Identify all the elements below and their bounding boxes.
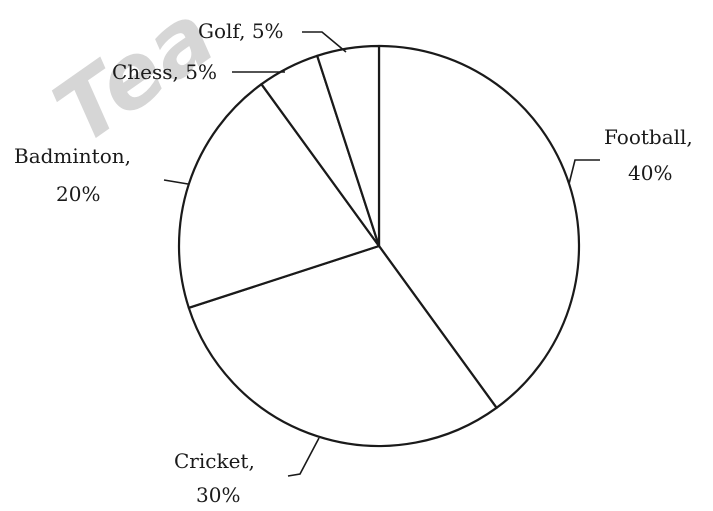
leader-cricket [287, 437, 320, 477]
label-badminton-pct: 20% [56, 182, 100, 206]
pie-slice-cricket [187, 244, 498, 448]
label-cricket-pct: 30% [196, 483, 240, 507]
label-cricket: Cricket, [174, 449, 255, 473]
label-golf: Golf, 5% [198, 19, 284, 43]
leader-football [568, 159, 600, 185]
leader-golf [302, 31, 347, 53]
label-football: Football, [604, 125, 693, 149]
leader-badminton [163, 179, 189, 185]
label-chess: Chess, 5% [112, 60, 217, 84]
pie-slice-badminton [177, 83, 381, 309]
pie-slices [177, 44, 581, 448]
pie-slice-golf [316, 44, 381, 248]
label-football-pct: 40% [628, 161, 672, 185]
pie-slice-football [377, 44, 581, 409]
label-badminton: Badminton, [14, 144, 131, 168]
